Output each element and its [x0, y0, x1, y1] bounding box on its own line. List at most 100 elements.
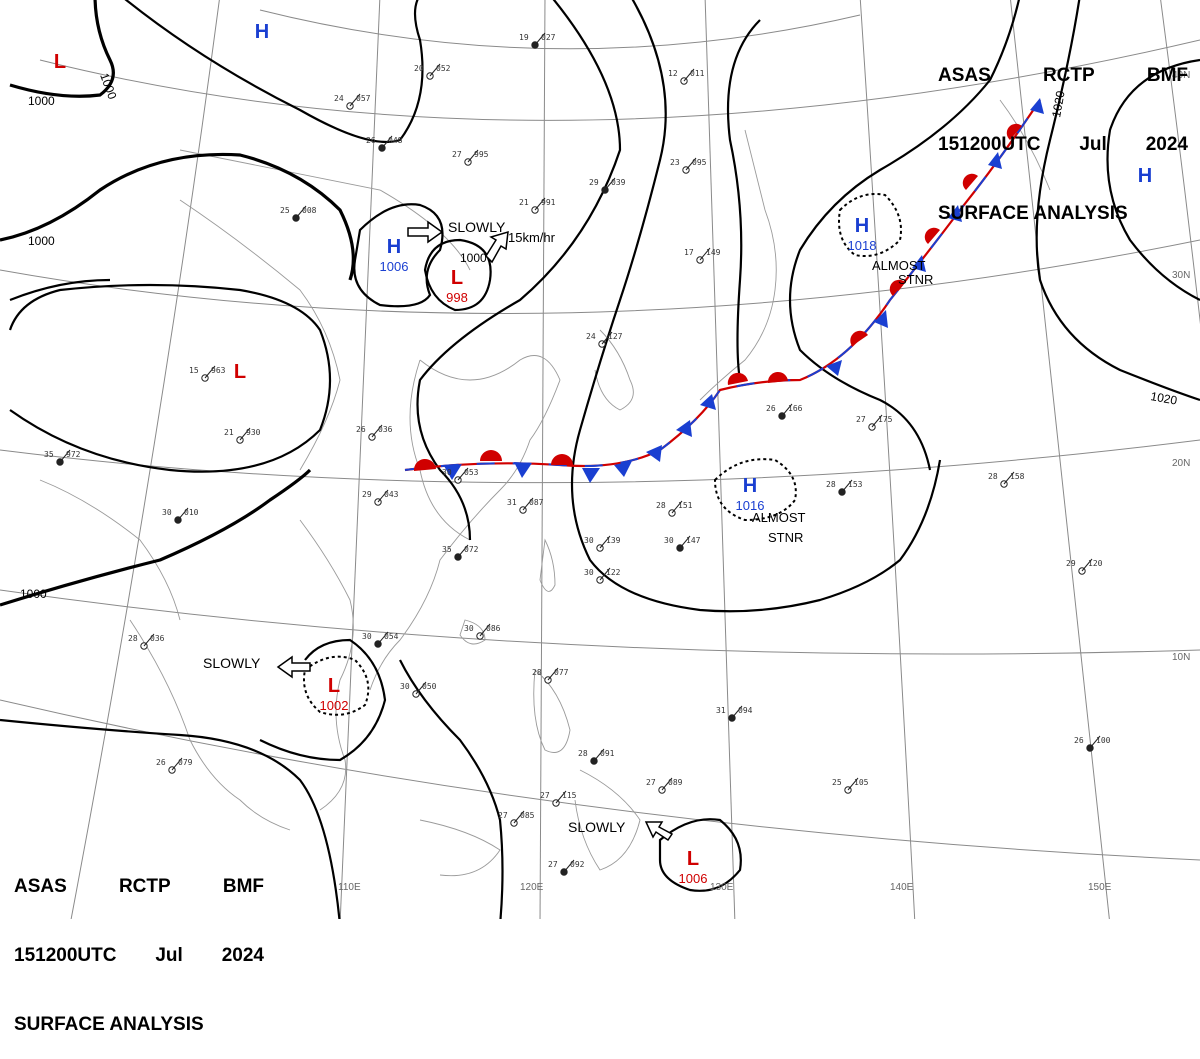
footer-year: 2024: [222, 944, 264, 967]
isobar-label: 1000: [20, 587, 47, 601]
footer-station: RCTP: [119, 875, 171, 898]
station-pressure: 072: [464, 545, 479, 554]
station-pressure: 036: [378, 425, 393, 434]
longitude-label: 120E: [520, 882, 544, 893]
station-pressure: 039: [611, 178, 626, 187]
station-pressure: 054: [384, 632, 399, 641]
motion-annotation: SLOWLY: [448, 219, 506, 235]
isobar-label: 1000: [28, 234, 55, 248]
motion-annotation: ALMOST: [872, 258, 926, 273]
center-pressure-value: 1006: [679, 871, 708, 886]
low-center-symbol: L: [234, 361, 246, 383]
station-plot: 23 095: [670, 158, 707, 173]
station-pressure: 043: [384, 490, 399, 499]
station-temperature: 19: [519, 33, 529, 42]
isobar-1000-nw: [10, 0, 113, 96]
header-bottom: ASAS RCTP BMF 151200UTC Jul 2024 SURFACE…: [14, 829, 264, 1059]
cold-tri-5: [646, 445, 662, 462]
station-temperature: 35: [442, 545, 452, 554]
station-pressure: 095: [692, 158, 707, 167]
station-temperature: 28: [656, 501, 666, 510]
header-year: 2024: [1146, 133, 1188, 156]
station-pressure: 139: [606, 536, 621, 545]
india-border: [40, 480, 180, 620]
warm-bump-4: [728, 373, 748, 385]
station-pressure: 963: [211, 366, 226, 375]
station-temperature: 23: [670, 158, 680, 167]
latitude-label: 20N: [1172, 458, 1190, 469]
warm-bump-3: [551, 454, 573, 465]
station-plot: 17 149: [684, 248, 721, 263]
center-pressure-value: 998: [446, 290, 468, 305]
center-pressure-value: 1002: [320, 698, 349, 713]
station-pressure: 087: [529, 498, 544, 507]
station-pressure: 057: [356, 94, 371, 103]
header-time: 151200UTC: [938, 133, 1040, 156]
parallel-10n: [0, 590, 1200, 654]
low-center-symbol: L: [687, 848, 699, 870]
station-temperature: 26: [1074, 736, 1084, 745]
motion-annotation: STNR: [898, 272, 933, 287]
footer-month: Jul: [155, 944, 182, 967]
header-month: Jul: [1079, 133, 1106, 156]
high-center-symbol: H: [855, 215, 869, 237]
center-pressure-value: 1006: [380, 259, 409, 274]
isobar-label: 1000: [460, 251, 487, 265]
isobar-central-arc: [418, 0, 621, 540]
arrow-east-1006: [408, 222, 442, 242]
station-pressure: 094: [738, 706, 753, 715]
cold-tri-3: [582, 468, 600, 483]
station-temperature: 28: [578, 749, 588, 758]
station-pressure: 079: [178, 758, 193, 767]
station-pressure: 048: [388, 136, 403, 145]
longitude-label: 110E: [338, 882, 361, 893]
station-temperature: 30: [442, 468, 452, 477]
warm-bump-6: [850, 331, 868, 346]
station-pressure: 127: [608, 332, 623, 341]
station-pressure: 077: [554, 668, 569, 677]
motion-annotation: SLOWLY: [203, 655, 261, 671]
station-pressure: 050: [422, 682, 437, 691]
cold-tri-2: [514, 462, 532, 478]
station-pressure: 052: [436, 64, 451, 73]
station-temperature: 24: [586, 332, 596, 341]
isobar-1000-west: [0, 154, 353, 280]
station-temperature: 27: [498, 811, 508, 820]
meridian-100e: [70, 0, 220, 919]
isobar-1000-southwest: [0, 470, 310, 605]
header-type: BMF: [1147, 64, 1188, 87]
station-temperature: 17: [684, 248, 694, 257]
station-temperature: 31: [716, 706, 726, 715]
station-temperature: 35: [44, 450, 54, 459]
station-pressure: 089: [668, 778, 683, 787]
station-pressure: 995: [474, 150, 489, 159]
station-pressure: 149: [706, 248, 721, 257]
station-temperature: 27: [856, 415, 866, 424]
longitude-label: 130E: [710, 882, 734, 893]
header-top: ASAS RCTP BMF 151200UTC Jul 2024 SURFACE…: [938, 18, 1188, 248]
footer-time: 151200UTC: [14, 944, 116, 967]
station-pressure: 092: [570, 860, 585, 869]
station-temperature: 26: [366, 136, 376, 145]
longitude-label: 150E: [1088, 882, 1112, 893]
cold-tri-7: [700, 394, 716, 410]
warm-bump-2: [480, 450, 502, 461]
station-temperature: 28: [988, 472, 998, 481]
station-temperature: 30: [162, 508, 172, 517]
low-center-symbol: L: [328, 675, 340, 697]
station-pressure: 115: [562, 791, 577, 800]
low-center-symbol: L: [451, 267, 463, 289]
station-temperature: 26: [766, 404, 776, 413]
arrow-sw-1006: [646, 822, 672, 840]
center-pressure-value: 1018: [848, 238, 877, 253]
